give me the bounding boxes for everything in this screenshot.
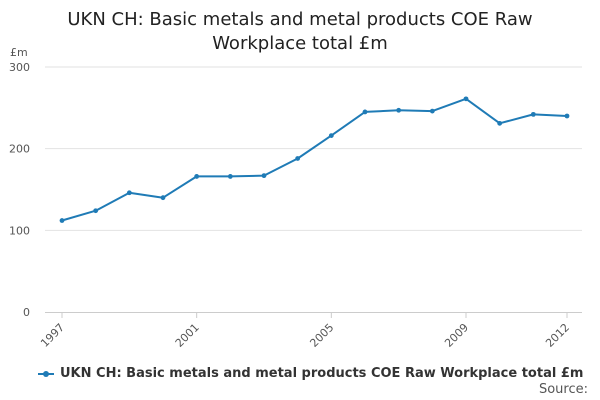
y-axis-label: £m: [10, 46, 28, 59]
y-tick-label-100: 100: [9, 224, 30, 237]
x-tick-label-1997: 1997: [38, 321, 67, 350]
data-point-1999: [126, 190, 132, 196]
x-tick-label-2012: 2012: [543, 321, 572, 350]
data-point-2000: [160, 195, 166, 201]
data-point-2005: [328, 133, 334, 139]
series-line: [61, 97, 568, 222]
data-point-1998: [93, 208, 99, 214]
data-point-2011: [530, 111, 536, 117]
x-tick-label-2005: 2005: [307, 321, 336, 350]
data-point-2008: [429, 108, 435, 114]
data-point-1997: [59, 218, 65, 223]
legend[interactable]: UKN CH: Basic metals and metal products …: [38, 366, 583, 381]
data-point-2009: [463, 96, 469, 102]
legend-label: UKN CH: Basic metals and metal products …: [60, 366, 584, 381]
source-label: Source:: [538, 382, 588, 397]
chart-title: UKN CH: Basic metals and metal products …: [0, 8, 600, 56]
data-point-2004: [295, 156, 301, 161]
x-tick-label-2001: 2001: [173, 321, 202, 350]
data-point-2006: [362, 109, 368, 115]
chart-title-line-2: Workplace total £m: [212, 33, 388, 54]
x-tick-label-2009: 2009: [442, 321, 471, 350]
y-tick-label-200: 200: [9, 143, 30, 156]
y-tick-label-300: 300: [9, 61, 30, 74]
data-point-2010: [497, 120, 503, 126]
data-point-2007: [396, 107, 402, 113]
chart-title-line-1: UKN CH: Basic metals and metal products …: [67, 9, 533, 30]
data-point-2001: [194, 174, 200, 179]
legend-swatch: [38, 368, 54, 380]
data-point-2012: [564, 113, 570, 119]
data-point-2003: [261, 173, 267, 179]
data-point-2002: [227, 174, 233, 179]
y-tick-label-0: 0: [23, 306, 30, 319]
